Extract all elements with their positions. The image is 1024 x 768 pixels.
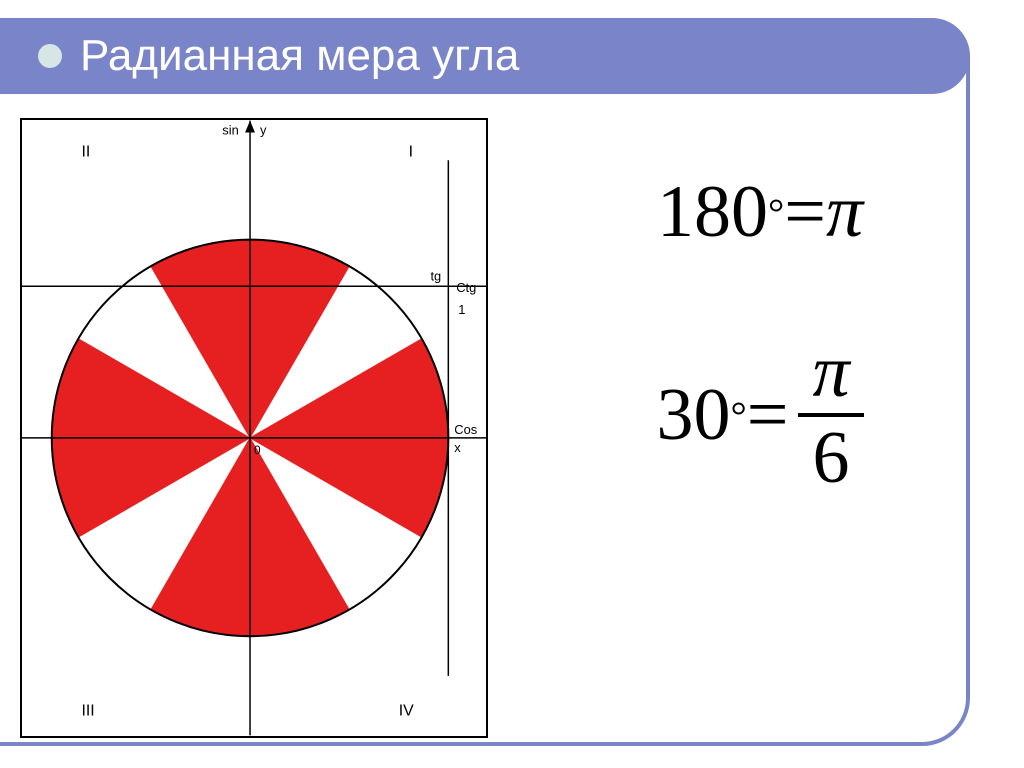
svg-text:x: x — [454, 440, 461, 455]
svg-text:IV: IV — [399, 703, 414, 720]
degree-symbol: ° — [768, 189, 784, 236]
svg-text:y: y — [260, 123, 267, 138]
svg-text:1: 1 — [458, 302, 465, 317]
svg-text:sin: sin — [222, 123, 238, 138]
lhs-30: 30 — [656, 373, 730, 458]
equals-sign: = — [784, 170, 826, 255]
svg-text:Cos: Cos — [454, 422, 477, 437]
slide-title: Радианная мера угла — [80, 31, 519, 81]
svg-text:I: I — [409, 143, 413, 160]
diagram-svg: sinyCosxtgCtg10IIIIIIIV — [22, 120, 486, 736]
title-bar: Радианная мера угла — [0, 18, 970, 94]
lhs-180: 180 — [657, 170, 768, 255]
equals-sign-2: = — [747, 373, 789, 458]
formula-30-pi-over-6: 30° = π 6 — [540, 335, 980, 495]
svg-text:0: 0 — [254, 443, 261, 457]
fraction-pi-6: π 6 — [798, 335, 863, 495]
unit-circle-diagram: sinyCosxtgCtg10IIIIIIIV — [20, 118, 488, 738]
degree-symbol-2: ° — [730, 392, 746, 439]
fraction-denominator: 6 — [799, 421, 864, 495]
pi-symbol: π — [826, 170, 863, 255]
svg-text:tg: tg — [430, 268, 441, 283]
title-bullet-icon — [38, 44, 62, 68]
svg-text:Ctg: Ctg — [456, 280, 476, 295]
formulas-block: 180° = π 30° = π 6 — [540, 170, 980, 575]
fraction-numerator: π — [798, 335, 863, 409]
formula-180-pi: 180° = π — [540, 170, 980, 255]
svg-text:II: II — [81, 143, 90, 160]
svg-text:III: III — [81, 703, 94, 720]
